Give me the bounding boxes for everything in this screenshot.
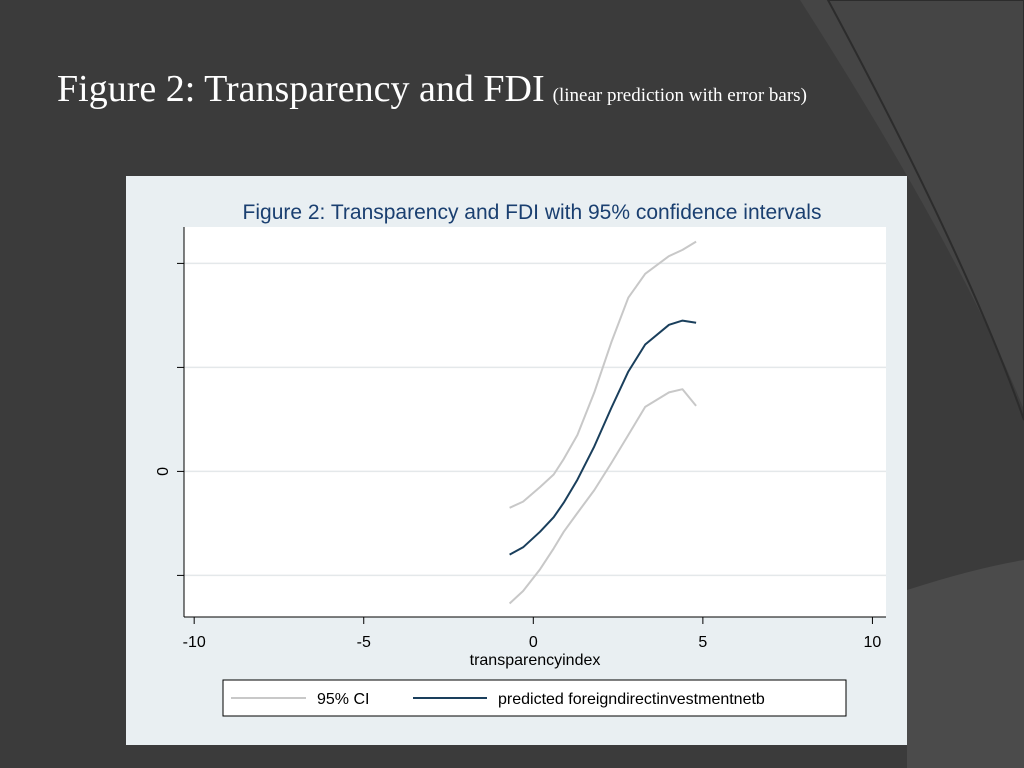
y-tick-label: 0 — [155, 467, 172, 476]
x-tick-label: -5 — [357, 634, 371, 651]
plot-area — [184, 227, 886, 617]
series-line-ci-lower — [508, 388, 697, 605]
x-tick-label: 0 — [529, 634, 538, 651]
slide-title-main: Figure 2: Transparency and FDI — [57, 68, 545, 110]
chart: Figure 2: Transparency and FDI with 95% … — [155, 201, 886, 717]
slide-title-subtitle: (linear prediction with error bars) — [552, 85, 807, 106]
x-tick-label: -10 — [183, 634, 206, 651]
legend: 95% CI predicted foreigndirectinvestment… — [222, 679, 847, 717]
x-tick-label: 5 — [698, 634, 707, 651]
slide-title: Figure 2: Transparency and FDI (linear p… — [57, 70, 807, 108]
series-line-ci-upper — [509, 240, 697, 509]
x-axis-title: transparencyindex — [470, 652, 601, 669]
legend-box — [222, 679, 847, 717]
series-line-predicted — [509, 319, 697, 556]
x-tick-label: 10 — [864, 634, 882, 651]
chart-title: Figure 2: Transparency and FDI with 95% … — [243, 201, 822, 224]
chart-panel: Figure 2: Transparency and FDI with 95% … — [126, 176, 907, 745]
legend-label-ci: 95% CI — [317, 691, 369, 708]
legend-label-predicted: predicted foreigndirectinvestmentnetb — [498, 691, 765, 708]
